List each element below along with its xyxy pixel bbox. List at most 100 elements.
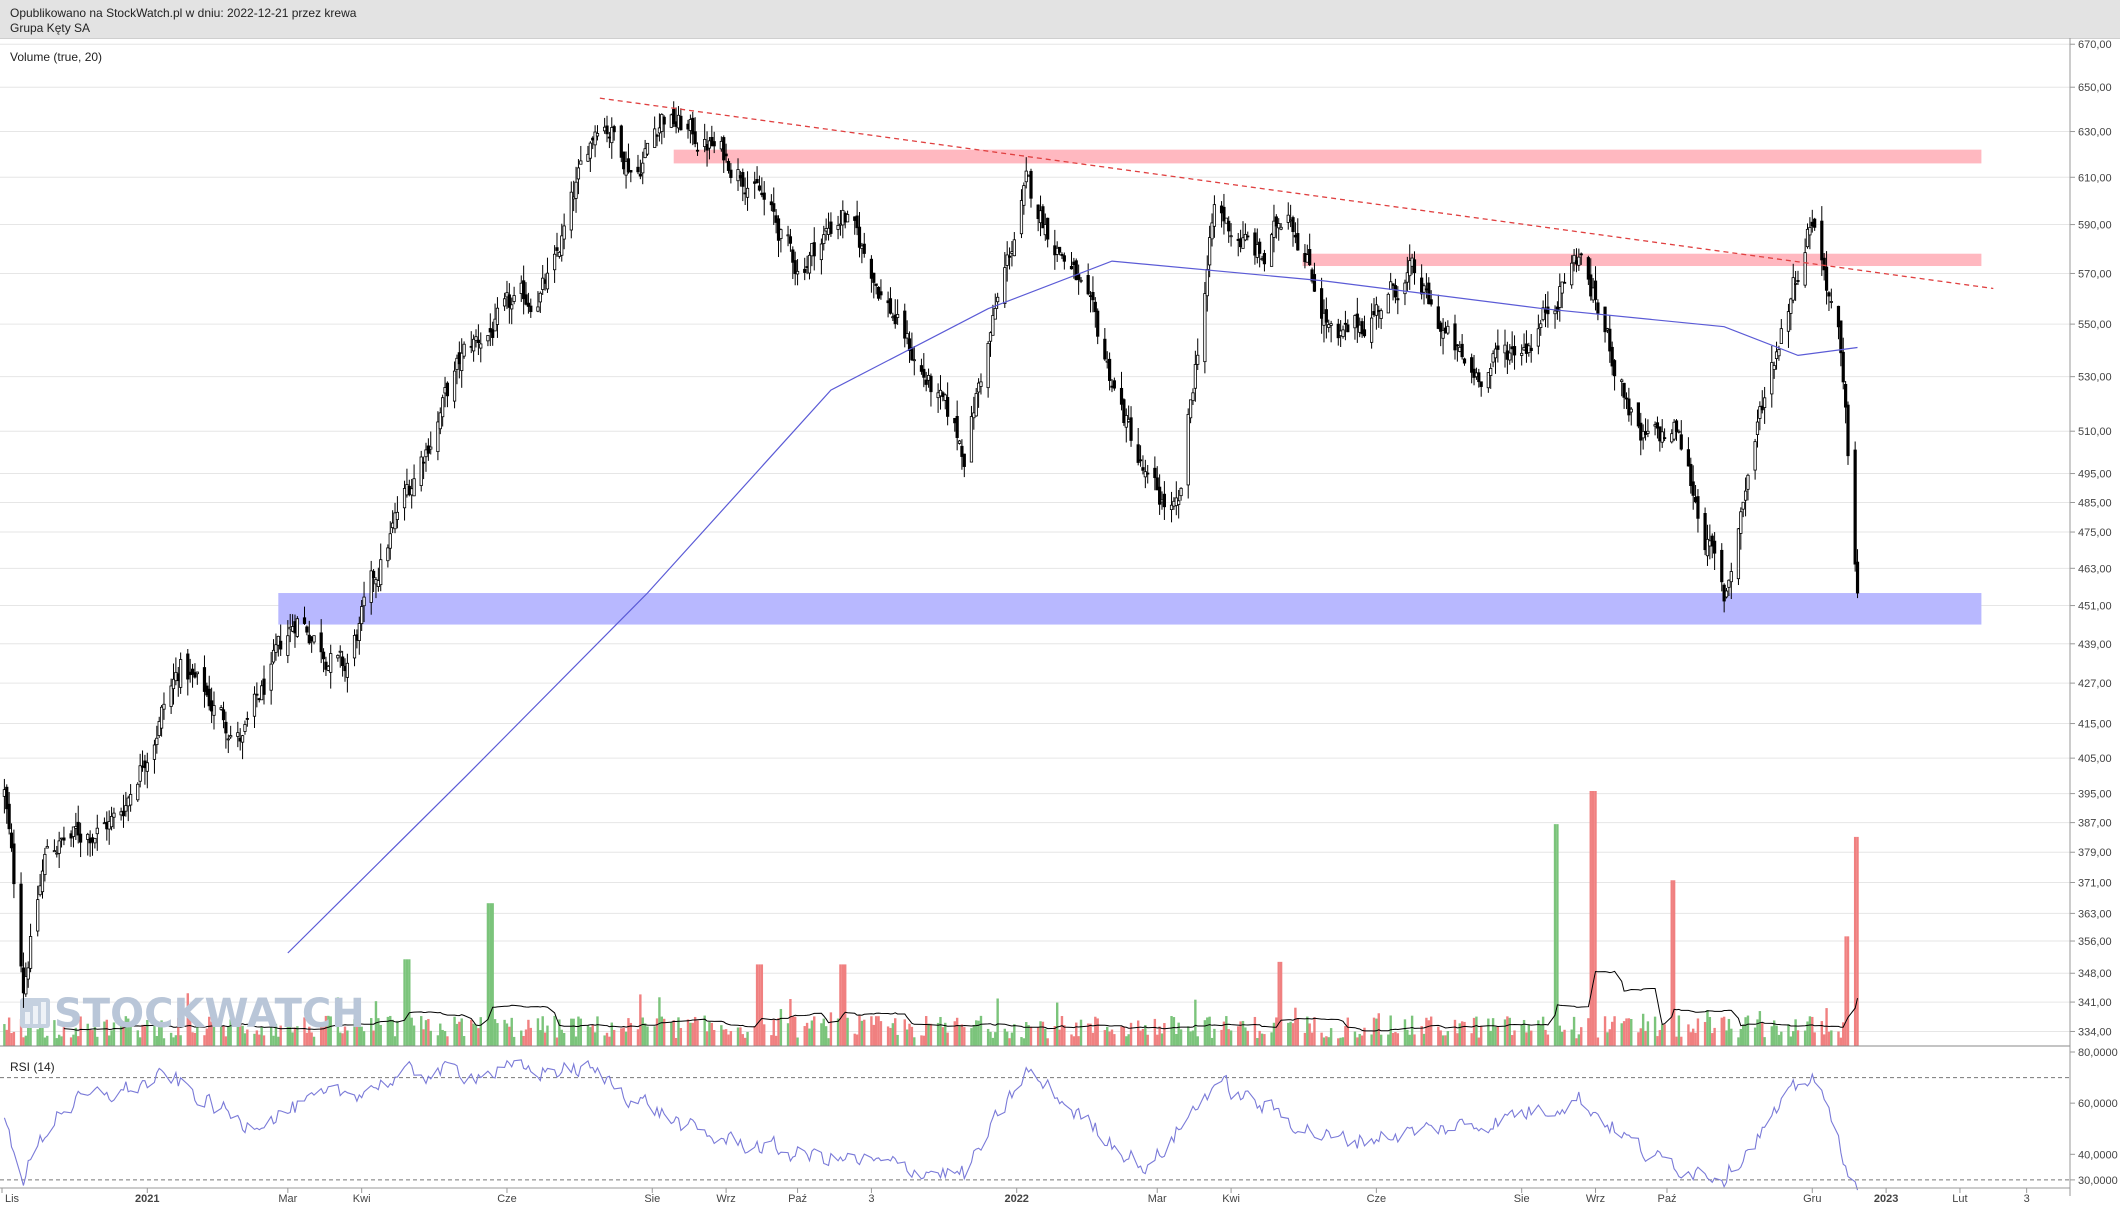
- candle-body: [312, 635, 316, 643]
- candle-body: [1562, 281, 1567, 284]
- candle-body: [52, 850, 57, 853]
- y-tick-label: 610,00: [2078, 172, 2112, 184]
- candle-body: [1158, 486, 1162, 505]
- candle-body: [171, 678, 176, 690]
- volume-bar: [760, 964, 764, 1046]
- candle-body: [136, 783, 140, 801]
- candle-body: [445, 382, 450, 397]
- volume-bar: [970, 1028, 973, 1046]
- volume-bar: [119, 1024, 123, 1046]
- candle-body: [221, 709, 226, 721]
- x-tick-label: Wrz: [716, 1193, 735, 1205]
- volume-bar: [820, 1023, 823, 1046]
- volume-bar: [1839, 1037, 1843, 1046]
- volume-bar: [677, 1017, 680, 1046]
- candle-body: [493, 318, 497, 332]
- volume-bar: [910, 1026, 914, 1046]
- candle-body: [360, 606, 364, 625]
- candle-body: [1786, 311, 1791, 332]
- volume-bar: [674, 1037, 678, 1046]
- volume-bar: [241, 1025, 244, 1046]
- volume-bar: [505, 1023, 509, 1046]
- volume-bar: [10, 1033, 13, 1046]
- y-tick-label: 590,00: [2078, 220, 2112, 232]
- volume-bar: [727, 1034, 730, 1046]
- candle-body: [1253, 232, 1257, 256]
- volume-bar: [329, 1016, 332, 1046]
- volume-bar: [405, 959, 409, 1046]
- volume-bar: [1453, 1019, 1457, 1046]
- candle-body: [1743, 490, 1748, 501]
- volume-bar: [1553, 824, 1557, 1046]
- candle-body: [724, 153, 728, 157]
- candle-body: [362, 596, 366, 607]
- volume-bar: [1294, 1007, 1297, 1046]
- candle-body: [462, 343, 466, 357]
- y-tick-label: 387,00: [2078, 818, 2112, 830]
- volume-bar: [777, 1018, 780, 1046]
- candle-body: [109, 816, 114, 828]
- candle-body: [736, 169, 740, 182]
- y-tick-label: 650,00: [2078, 82, 2112, 94]
- candle-body: [1412, 259, 1417, 274]
- candle-body: [1312, 274, 1317, 292]
- volume-bar: [1044, 1028, 1047, 1046]
- volume-bar: [1175, 1033, 1178, 1046]
- volume-bar: [574, 1036, 578, 1046]
- volume-bar: [577, 1016, 580, 1046]
- volume-bar: [43, 1037, 47, 1046]
- candle-body: [653, 128, 657, 148]
- candle-body: [729, 169, 733, 178]
- volume-bar: [77, 1036, 80, 1046]
- candle-body: [1003, 267, 1007, 304]
- candle-body: [1029, 170, 1033, 199]
- candle-body: [371, 570, 376, 579]
- volume-bar: [1460, 1021, 1464, 1046]
- candle-body: [779, 229, 783, 239]
- volume-bar: [169, 1032, 173, 1046]
- candle-body: [1691, 481, 1695, 496]
- candle-body: [1572, 254, 1576, 264]
- candle-body: [545, 272, 550, 290]
- x-tick-label: 2021: [135, 1193, 159, 1205]
- volume-bar: [1379, 1034, 1383, 1046]
- volume-bar: [1508, 1017, 1511, 1046]
- volume-bar: [74, 1027, 78, 1046]
- volume-bar: [803, 1026, 806, 1046]
- volume-bar: [960, 1024, 964, 1046]
- volume-bar: [939, 1016, 942, 1046]
- candle-body: [438, 412, 442, 430]
- volume-bar: [608, 1036, 611, 1046]
- volume-bar: [374, 1001, 378, 1046]
- volume-bar: [5, 1029, 8, 1046]
- volume-bar: [996, 998, 999, 1046]
- volume-bar: [1308, 1023, 1311, 1046]
- candle-body: [1012, 239, 1016, 257]
- candle-body: [1844, 383, 1848, 408]
- candle-body: [1319, 288, 1324, 319]
- volume-bar: [1387, 1034, 1390, 1046]
- candle-body: [757, 185, 762, 191]
- volume-bar: [543, 1032, 547, 1046]
- volume-bar: [743, 1037, 747, 1046]
- volume-bar: [1689, 1032, 1692, 1046]
- candle-body: [1439, 322, 1443, 332]
- volume-bar: [160, 1020, 163, 1046]
- volume-bar: [710, 1022, 714, 1046]
- volume-bar: [1029, 1026, 1033, 1046]
- volume-bar: [1241, 1020, 1245, 1046]
- volume-bar: [1596, 1037, 1600, 1046]
- volume-bar: [38, 1020, 42, 1046]
- candle-body: [302, 617, 307, 624]
- volume-bar: [1079, 1019, 1083, 1046]
- candle-body: [1205, 268, 1209, 297]
- candle-body: [1736, 528, 1741, 580]
- volume-bar: [1237, 1026, 1240, 1046]
- volume-bar: [1713, 1027, 1716, 1046]
- volume-bar: [1306, 1016, 1309, 1046]
- volume-bar: [1627, 1018, 1631, 1046]
- candle-body: [1546, 306, 1550, 315]
- candle-body: [1122, 399, 1126, 424]
- x-tick-label: Gru: [1803, 1193, 1821, 1205]
